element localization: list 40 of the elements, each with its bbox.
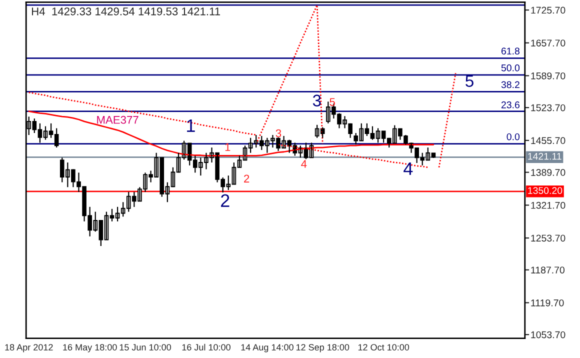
x-tick-label: 15 Jun 10:00 [120,344,172,350]
x-tick-label: 12 Oct 10:00 [358,344,410,350]
annotation: 38.2 [501,81,520,88]
y-tick-label: 1119.70 [531,299,564,306]
y-tick-label: 1389.70 [531,169,566,176]
annotation: 3 [276,129,282,138]
y-tick-label: 1657.70 [531,40,566,46]
annotation: 1 [225,143,230,151]
y-tick-label: 1187.70 [531,266,564,274]
y-tick-label: 1523.70 [531,104,566,112]
y-tick-label: 1253.70 [531,234,566,242]
line-series [438,72,456,168]
y-tick-label: 1053.70 [531,331,566,338]
y-tick-label: 1725.70 [531,6,566,14]
ref-line-label: 1421.11 [528,152,562,160]
annotation: 4 [301,160,307,168]
y-tick-label: 1321.70 [531,202,566,209]
annotation: 5 [330,98,335,106]
y-tick-label: 1455.70 [531,137,566,144]
annotation: 5 [466,75,474,87]
y-tick-label: 1589.70 [531,72,566,80]
x-tick-label: 12 Sep 18:00 [296,344,350,352]
x-tick-label: 16 May 18:00 [63,344,117,352]
x-tick-label: 16 Jul 10:00 [182,344,230,350]
annotation: 0.0 [506,133,520,140]
chart-title: H4 1429.33 1429.54 1419.53 1421.11 [32,7,220,16]
series-label: MAE377 [97,116,138,124]
annotation: 2 [244,174,250,183]
annotation: 2 [221,194,230,207]
x-tick-label: 14 Aug 14:00 [241,344,294,352]
annotation: 3 [312,94,321,106]
annotation: 4 [404,162,413,175]
line-series [255,4,324,145]
ref-line-label: 1350.20 [528,187,562,194]
annotation: 1 [187,119,195,132]
annotation: 61.8 [501,48,520,55]
annotation: 50.0 [501,64,520,72]
x-tick-label: 18 Apr 2012 [5,344,53,352]
annotation: 23.6 [501,101,520,108]
line-series [28,92,257,136]
